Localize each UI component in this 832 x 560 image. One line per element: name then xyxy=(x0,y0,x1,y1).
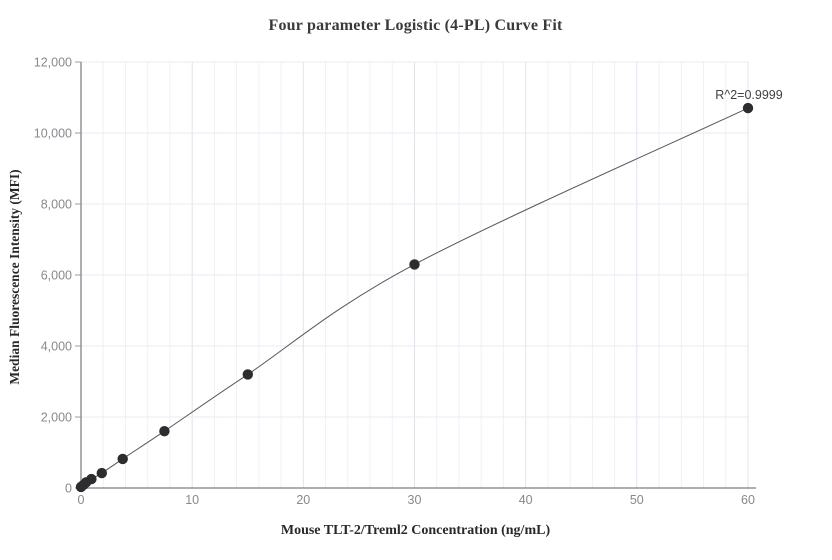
x-tick-label: 10 xyxy=(185,493,199,507)
data-point-marker xyxy=(242,369,253,380)
y-tick-label: 12,000 xyxy=(34,56,72,70)
data-point-marker xyxy=(117,453,128,465)
chart-title: Four parameter Logistic (4-PL) Curve Fit xyxy=(268,17,563,34)
y-tick-label: 8,000 xyxy=(41,198,72,212)
r-squared-annotation: R^2=0.9999 xyxy=(715,88,782,102)
y-tick-label: 10,000 xyxy=(34,127,72,141)
data-point-marker xyxy=(159,426,170,437)
data-point-marker xyxy=(742,102,754,114)
data-point-marker xyxy=(96,467,108,479)
x-tick-label: 40 xyxy=(519,493,533,507)
x-tick-label: 30 xyxy=(408,493,422,507)
y-tick-label: 4,000 xyxy=(41,340,72,354)
y-tick-label: 6,000 xyxy=(41,269,72,283)
x-tick-label: 50 xyxy=(630,493,644,507)
y-tick-label: 0 xyxy=(65,482,72,496)
x-tick-label: 20 xyxy=(296,493,310,507)
y-tick-label: 2,000 xyxy=(41,411,72,425)
data-point-marker xyxy=(409,259,420,270)
x-axis-title: Mouse TLT-2/Treml2 Concentration (ng/mL) xyxy=(280,523,551,538)
x-tick-label: 60 xyxy=(741,493,755,507)
x-tick-label: 0 xyxy=(78,493,85,507)
data-point-marker xyxy=(86,473,97,485)
